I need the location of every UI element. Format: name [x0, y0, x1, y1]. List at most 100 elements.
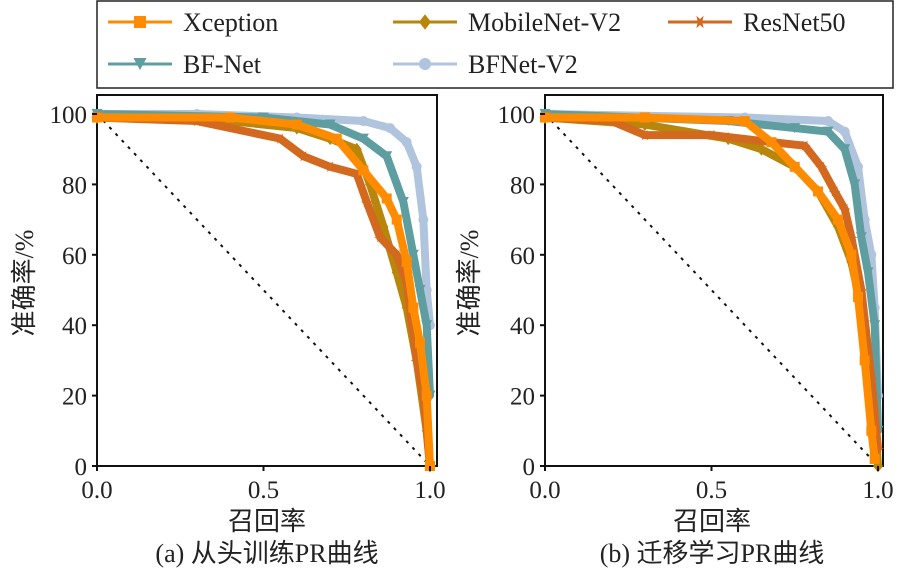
panel-a: (a) 从头训练PR曲线 召回率 准确率/% 0 20 40 60 80 100 0.0 0.…: [10, 94, 446, 568]
panel-a-point-bf-net: [421, 320, 433, 331]
panel-b-line-bfnet-v2: [541, 110, 882, 400]
panel-b-line-bf-net: [541, 110, 882, 435]
panel-a-point-bf-net: [414, 285, 426, 295]
panel-b-line-mobilenet-v2: [541, 113, 882, 470]
panel-a-ytick-label: 100: [50, 102, 88, 129]
panel-b-ytick-label: 80: [510, 172, 535, 199]
panel-a-point-mobilenet-v2: [351, 142, 362, 156]
panel-b-point-resnet50: [638, 129, 651, 141]
panel-a-point-xception: [415, 337, 426, 348]
panel-a-ytick-label: 0: [75, 454, 88, 481]
panel-a-xtick-label: 0.0: [81, 477, 112, 504]
panel-b-point-resnet50: [855, 284, 868, 296]
legend: Xception MobileNet-V2 ResNet50 BF-Net BFNet-…: [96, 0, 894, 89]
panel-b-xtick-label: 0.5: [696, 477, 727, 504]
panel-b-point-resnet50: [828, 186, 841, 197]
panel-a-point-resnet50: [297, 151, 310, 162]
panel-a-ytick-label: 60: [62, 243, 87, 270]
panel-b-series-mobilenet-v2: [540, 111, 883, 473]
panel-a-point-xception: [401, 256, 412, 267]
panel-a-line-resnet50: [93, 113, 434, 470]
panel-a-point-bf-net: [407, 249, 419, 260]
panel-a-random-baseline: [96, 113, 431, 467]
panel-b-point-xception: [789, 161, 800, 172]
panel-b-xtick-label: 0.0: [529, 477, 560, 504]
panel-b-point-bf-net: [839, 144, 851, 155]
panel-a-xlabel: 召回率: [228, 507, 306, 536]
panel-b-ytick-label: 60: [510, 243, 535, 270]
legend-label-xception: Xception: [183, 8, 278, 37]
panel-b-series-xception: [540, 112, 880, 464]
panel-a-point-bfnet-v2: [385, 123, 396, 134]
legend-marker-resnet50-icon: [692, 15, 708, 29]
panel-b-point-resnet50: [872, 443, 884, 454]
panel-a-point-bf-net: [357, 133, 369, 144]
panel-b-caption: (b) 迁移学习PR曲线: [600, 539, 825, 568]
panel-a-ytick-label: 20: [62, 384, 87, 411]
panel-b-point-xception: [866, 425, 877, 436]
panel-b-point-xception: [639, 112, 650, 123]
panel-b-point-bf-net: [789, 123, 801, 134]
panel-b-point-resnet50: [798, 140, 811, 151]
panel-a-point-resnet50: [324, 161, 337, 172]
panel-b-ylabel: 准确率/%: [455, 230, 484, 337]
legend-label-mobilenet-v2: MobileNet-V2: [468, 8, 621, 37]
legend-label-resnet50: ResNet50: [743, 8, 846, 37]
panel-a-point-resnet50: [374, 232, 387, 243]
panel-a-point-bfnet-v2: [358, 116, 369, 127]
panel-b-point-resnet50: [815, 161, 828, 172]
panel-b-point-xception: [859, 355, 870, 366]
panel-a-series-bf-net: [91, 109, 436, 401]
panel-a-point-bfnet-v2: [418, 214, 429, 225]
legend-marker-mobilenet-v2-icon: [419, 14, 431, 30]
panel-a-ytick-label: 80: [62, 172, 87, 199]
panel-b-point-mobilenet-v2: [756, 142, 767, 156]
panel-a-ytick-label: 40: [62, 313, 87, 340]
panel-b-point-bf-net: [862, 267, 874, 278]
panel-b-point-bf-net: [849, 179, 861, 190]
panel-b-ytick-label: 100: [498, 102, 536, 129]
panel-a-series-resnet50: [91, 112, 436, 472]
panel-a-point-resnet50: [274, 133, 287, 144]
panel-a-xtick-label: 1.0: [414, 477, 445, 504]
panel-a-line-bf-net: [93, 110, 434, 400]
panel-a-point-xception: [358, 165, 369, 176]
legend-label-bf-net: BF-Net: [183, 50, 262, 79]
panel-b-point-resnet50: [865, 372, 878, 384]
panel-a-point-xception: [92, 112, 102, 123]
panel-a-line-mobilenet-v2: [93, 113, 434, 470]
panel-b-xlabel: 召回率: [673, 507, 751, 536]
panel-b-series-bfnet-v2: [540, 109, 883, 401]
panel-a-point-xception: [291, 119, 302, 130]
panel-a-point-bfnet-v2: [411, 161, 422, 172]
legend-marker-bf-net-icon: [133, 58, 147, 70]
panel-a-point-xception: [391, 214, 402, 225]
panel-a-caption: (a) 从头训练PR曲线: [155, 539, 378, 568]
panel-a-point-bfnet-v2: [401, 137, 412, 148]
panel-a-series-mobilenet-v2: [92, 111, 435, 473]
panel-b-point-bf-net: [855, 232, 867, 243]
panel-b-point-resnet50: [845, 232, 858, 243]
panel-b-point-xception: [540, 112, 550, 123]
panel-a-point-xception: [331, 133, 342, 144]
panel-a-point-bf-net: [397, 197, 409, 207]
panel-a-xtick-label: 0.5: [248, 477, 279, 504]
panel-b-point-bfnet-v2: [823, 116, 834, 127]
panel-a-point-xception: [225, 112, 236, 123]
legend-marker-xception-icon: [134, 16, 146, 28]
panel-b-ytick-label: 40: [510, 313, 535, 340]
panel-b-point-resnet50: [838, 203, 851, 215]
panel-a-line-xception: [93, 113, 434, 470]
panel-b-random-baseline: [544, 113, 879, 467]
panel-a-point-bf-net: [381, 151, 393, 162]
panel-b-series-bf-net: [539, 109, 884, 436]
legend-marker-bfnet-v2-icon: [419, 58, 431, 70]
panel-a-series-xception: [92, 112, 435, 471]
panel-b-ytick-label: 0: [523, 454, 536, 481]
panel-b-point-xception: [846, 249, 857, 260]
panel-b-point-xception: [739, 116, 750, 127]
panel-b-point-xception: [869, 453, 880, 464]
panel-a-point-bf-net: [324, 119, 336, 130]
panel-b-point-resnet50: [705, 129, 718, 141]
